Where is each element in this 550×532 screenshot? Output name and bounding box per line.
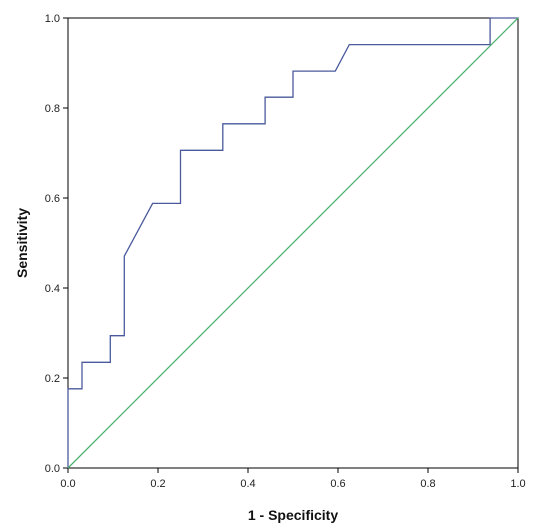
y-axis-title: Sensitivity: [14, 208, 30, 278]
series-layer: [67, 17, 519, 469]
x-tick-label: 1.0: [510, 478, 525, 490]
y-tick-label: 0.8: [45, 103, 60, 115]
x-tick-label: 0.6: [330, 478, 345, 490]
axis-ticks: 0.0 0.2 0.4 0.6 0.8 1.0 0.0 0.2 0.4 0.6 0.8 1.0: [45, 13, 526, 490]
reference-diagonal-line: [67, 17, 519, 469]
x-tick-label: 0.4: [240, 478, 255, 490]
y-tick-label: 0.4: [45, 283, 60, 295]
y-tick-label: 1.0: [45, 13, 60, 25]
x-tick-label: 0.0: [60, 478, 75, 490]
y-tick-label: 0.6: [45, 193, 60, 205]
x-axis-title: 1 - Specificity: [248, 507, 338, 523]
x-tick-label: 0.2: [150, 478, 165, 490]
y-tick-label: 0.0: [45, 463, 60, 475]
x-tick-label: 0.8: [420, 478, 435, 490]
roc-curve-line: [67, 17, 518, 468]
y-tick-label: 0.2: [45, 373, 60, 385]
